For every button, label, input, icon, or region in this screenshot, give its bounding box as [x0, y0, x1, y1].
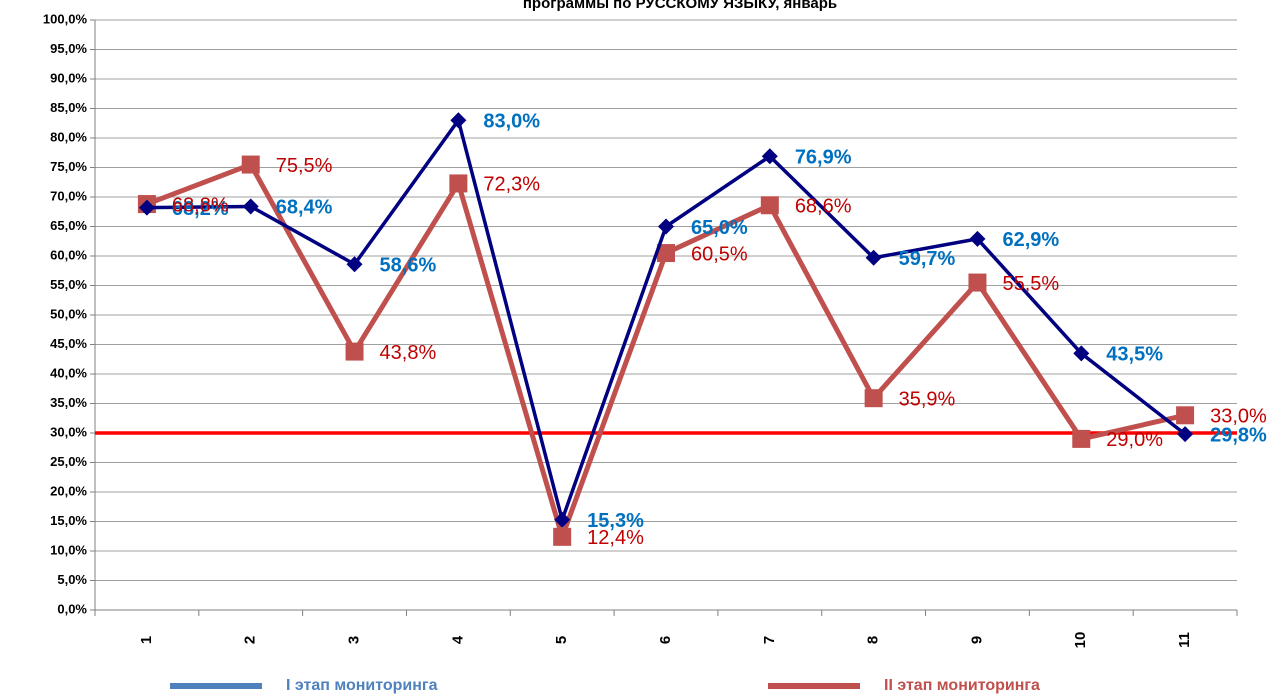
x-tick-label: 6 — [657, 636, 674, 644]
y-tick-label: 40,0% — [50, 365, 87, 380]
data-label: 75,5% — [276, 155, 333, 177]
marker — [1072, 429, 1091, 448]
x-tick-label: 7 — [761, 636, 778, 644]
marker — [1176, 406, 1195, 425]
marker — [1177, 426, 1194, 443]
marker — [1073, 345, 1090, 362]
data-label: 12,4% — [587, 527, 644, 549]
marker — [345, 342, 364, 361]
marker — [760, 196, 779, 215]
y-tick-label: 60,0% — [50, 247, 87, 262]
marker — [865, 249, 882, 266]
marker — [554, 511, 571, 528]
y-tick-label: 85,0% — [50, 100, 87, 115]
data-label: 68,2% — [172, 198, 229, 220]
data-label: 62,9% — [1002, 229, 1059, 251]
data-label: 83,0% — [483, 111, 540, 133]
data-label: 60,5% — [691, 243, 748, 265]
marker — [969, 230, 986, 247]
x-tick-label: 2 — [242, 636, 259, 644]
x-tick-label: 3 — [346, 636, 363, 644]
x-tick-label: 8 — [865, 636, 882, 644]
marker — [864, 389, 883, 408]
marker — [657, 244, 675, 263]
marker — [658, 218, 674, 235]
data-label: 55,5% — [1002, 273, 1059, 295]
chart-title: программы по РУССКОМУ ЯЗЫКУ, январь — [523, 0, 837, 12]
data-label: 35,9% — [899, 388, 956, 410]
y-tick-label: 65,0% — [50, 218, 87, 233]
y-tick-label: 35,0% — [50, 395, 87, 410]
marker — [450, 112, 467, 129]
x-tick-label: 10 — [1072, 632, 1089, 649]
data-label: 43,5% — [1106, 344, 1163, 366]
marker — [449, 174, 468, 193]
legend-label: II этап мониторинга — [884, 677, 1040, 694]
y-tick-label: 70,0% — [50, 188, 87, 203]
data-label: 72,3% — [483, 174, 540, 196]
y-tick-label: 75,0% — [50, 159, 87, 174]
marker — [553, 527, 572, 546]
series-line — [146, 118, 1187, 522]
data-label: 76,9% — [795, 147, 852, 169]
y-tick-label: 55,0% — [50, 277, 87, 292]
data-label: 65,0% — [691, 217, 748, 239]
x-tick-label: 1 — [138, 636, 155, 644]
y-tick-label: 90,0% — [50, 70, 87, 85]
data-label: 43,8% — [380, 342, 437, 364]
x-tick-label: 4 — [449, 635, 466, 644]
data-label: 29,8% — [1210, 424, 1267, 446]
y-tick-label: 20,0% — [50, 483, 87, 498]
y-tick-label: 15,0% — [50, 513, 87, 528]
data-label: 58,6% — [380, 255, 437, 277]
y-tick-label: 10,0% — [50, 542, 87, 557]
marker — [138, 199, 155, 216]
y-tick-label: 30,0% — [50, 424, 87, 439]
y-tick-label: 45,0% — [50, 336, 87, 351]
marker — [968, 273, 987, 292]
marker — [761, 148, 778, 165]
data-label: 68,6% — [795, 196, 852, 218]
y-tick-label: 0,0% — [57, 601, 87, 616]
marker — [241, 155, 260, 174]
y-tick-label: 50,0% — [50, 306, 87, 321]
data-label: 68,4% — [276, 197, 333, 219]
x-tick-label: 9 — [968, 636, 985, 644]
x-tick-label: 5 — [553, 636, 570, 644]
y-tick-label: 80,0% — [50, 129, 87, 144]
legend-label: I этап мониторинга — [286, 677, 438, 694]
x-tick-label: 11 — [1176, 632, 1193, 648]
marker — [346, 256, 363, 273]
data-label: 68,8% — [172, 194, 229, 216]
y-tick-label: 5,0% — [57, 572, 87, 587]
marker — [242, 198, 259, 215]
data-label: 29,0% — [1106, 429, 1163, 451]
data-label: 59,7% — [899, 248, 956, 270]
y-tick-label: 100,0% — [43, 11, 88, 26]
y-tick-label: 25,0% — [50, 454, 87, 469]
data-label: 33,0% — [1210, 406, 1267, 428]
y-tick-label: 95,0% — [50, 41, 87, 56]
data-label: 15,3% — [587, 510, 644, 532]
